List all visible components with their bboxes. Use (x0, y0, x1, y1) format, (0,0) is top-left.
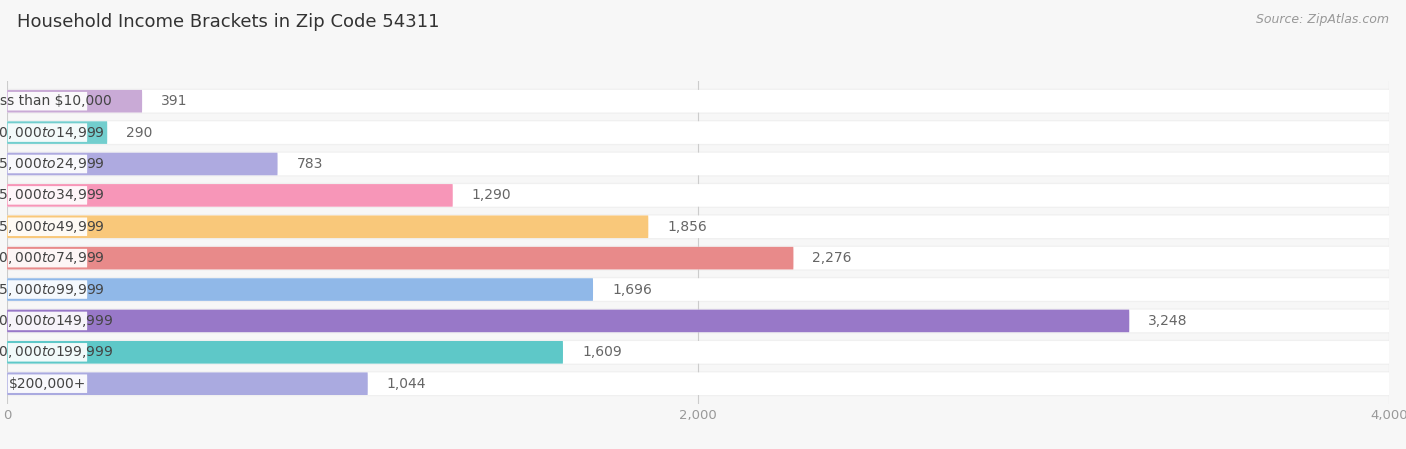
Text: 1,044: 1,044 (387, 377, 426, 391)
FancyBboxPatch shape (7, 90, 142, 113)
Text: $75,000 to $99,999: $75,000 to $99,999 (0, 282, 105, 298)
FancyBboxPatch shape (7, 247, 1389, 269)
FancyBboxPatch shape (7, 123, 87, 142)
FancyBboxPatch shape (7, 312, 87, 330)
FancyBboxPatch shape (7, 214, 1389, 239)
FancyBboxPatch shape (7, 155, 87, 173)
Text: $10,000 to $14,999: $10,000 to $14,999 (0, 125, 105, 141)
Text: $35,000 to $49,999: $35,000 to $49,999 (0, 219, 105, 235)
FancyBboxPatch shape (7, 183, 1389, 208)
Text: $15,000 to $24,999: $15,000 to $24,999 (0, 156, 105, 172)
FancyBboxPatch shape (7, 343, 87, 361)
FancyBboxPatch shape (7, 120, 1389, 145)
FancyBboxPatch shape (7, 278, 593, 301)
FancyBboxPatch shape (7, 249, 87, 268)
FancyBboxPatch shape (7, 247, 793, 269)
FancyBboxPatch shape (7, 371, 1389, 396)
Text: 3,248: 3,248 (1149, 314, 1188, 328)
Text: $150,000 to $199,999: $150,000 to $199,999 (0, 344, 114, 360)
Text: 2,276: 2,276 (813, 251, 852, 265)
FancyBboxPatch shape (7, 372, 368, 395)
FancyBboxPatch shape (7, 372, 1389, 395)
FancyBboxPatch shape (7, 277, 1389, 302)
FancyBboxPatch shape (7, 92, 87, 110)
Text: $100,000 to $149,999: $100,000 to $149,999 (0, 313, 114, 329)
Text: $200,000+: $200,000+ (8, 377, 86, 391)
FancyBboxPatch shape (7, 184, 1389, 207)
FancyBboxPatch shape (7, 216, 1389, 238)
FancyBboxPatch shape (7, 278, 1389, 301)
FancyBboxPatch shape (7, 246, 1389, 271)
FancyBboxPatch shape (7, 90, 1389, 113)
FancyBboxPatch shape (7, 153, 1389, 175)
Text: Household Income Brackets in Zip Code 54311: Household Income Brackets in Zip Code 54… (17, 13, 439, 31)
FancyBboxPatch shape (7, 88, 1389, 114)
FancyBboxPatch shape (7, 308, 1389, 334)
FancyBboxPatch shape (7, 121, 107, 144)
FancyBboxPatch shape (7, 217, 87, 236)
Text: 1,696: 1,696 (612, 282, 652, 296)
Text: 1,856: 1,856 (668, 220, 707, 234)
FancyBboxPatch shape (7, 216, 648, 238)
FancyBboxPatch shape (7, 121, 1389, 144)
FancyBboxPatch shape (7, 186, 87, 205)
Text: 1,290: 1,290 (472, 189, 512, 202)
Text: Less than $10,000: Less than $10,000 (0, 94, 111, 108)
Text: Source: ZipAtlas.com: Source: ZipAtlas.com (1256, 13, 1389, 26)
FancyBboxPatch shape (7, 310, 1129, 332)
Text: 290: 290 (127, 126, 153, 140)
FancyBboxPatch shape (7, 310, 1389, 332)
FancyBboxPatch shape (7, 151, 1389, 176)
Text: $50,000 to $74,999: $50,000 to $74,999 (0, 250, 105, 266)
FancyBboxPatch shape (7, 153, 277, 175)
FancyBboxPatch shape (7, 374, 87, 393)
FancyBboxPatch shape (7, 280, 87, 299)
FancyBboxPatch shape (7, 341, 562, 364)
Text: $25,000 to $34,999: $25,000 to $34,999 (0, 187, 105, 203)
Text: 1,609: 1,609 (582, 345, 621, 359)
FancyBboxPatch shape (7, 341, 1389, 364)
FancyBboxPatch shape (7, 340, 1389, 365)
FancyBboxPatch shape (7, 184, 453, 207)
Text: 783: 783 (297, 157, 323, 171)
Text: 391: 391 (162, 94, 187, 108)
